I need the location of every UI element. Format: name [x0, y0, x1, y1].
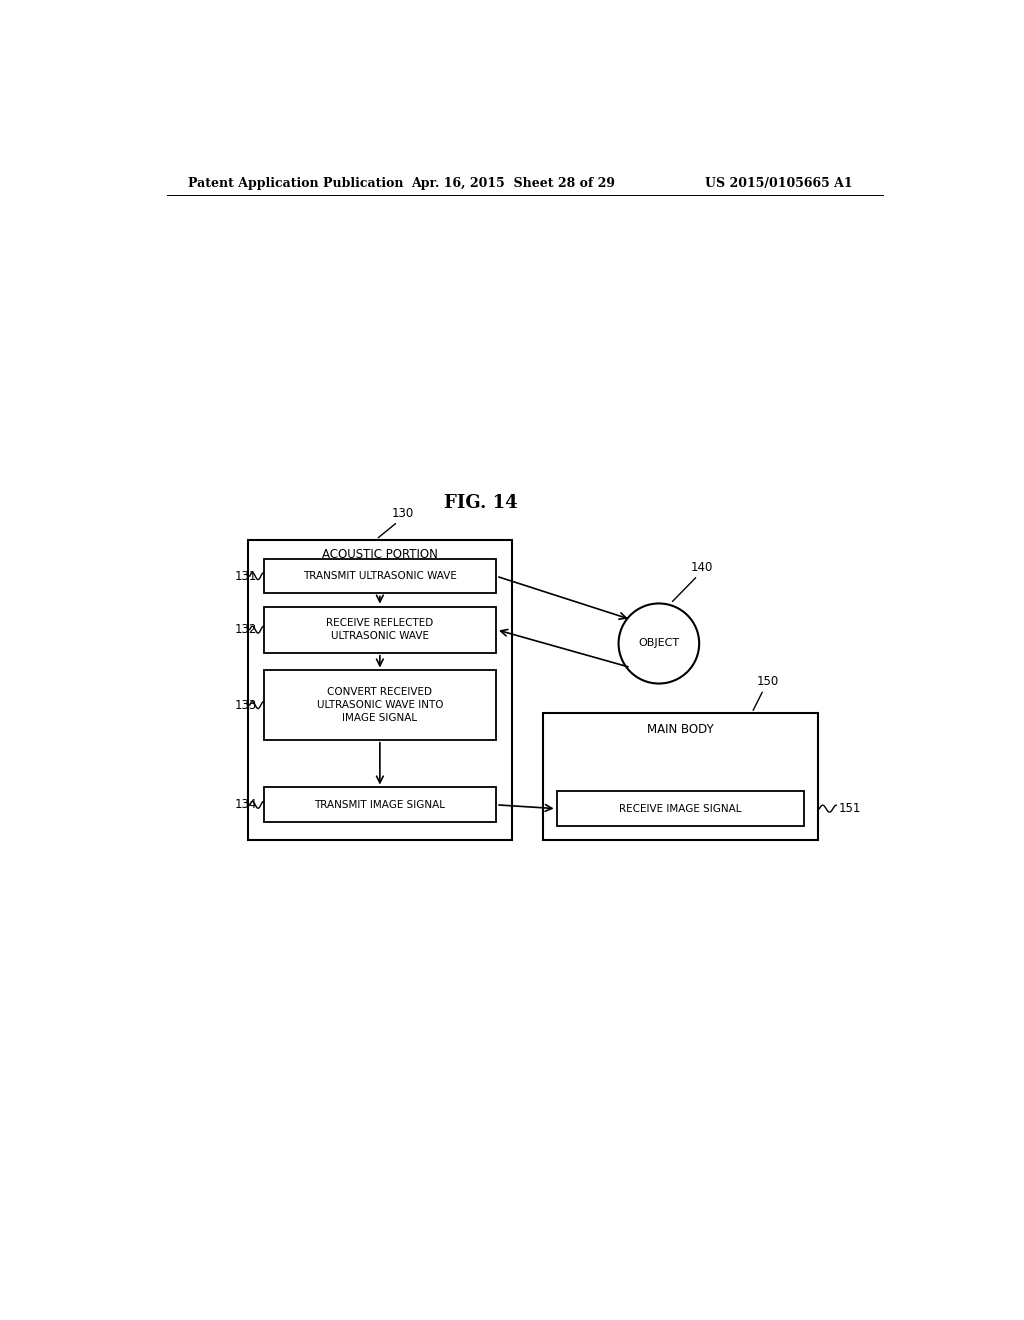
Text: Patent Application Publication: Patent Application Publication — [188, 177, 403, 190]
Text: OBJECT: OBJECT — [638, 639, 680, 648]
FancyBboxPatch shape — [263, 788, 496, 822]
Text: 131: 131 — [234, 570, 257, 582]
Text: 151: 151 — [839, 803, 861, 816]
FancyBboxPatch shape — [263, 671, 496, 739]
FancyBboxPatch shape — [263, 558, 496, 594]
FancyBboxPatch shape — [248, 540, 512, 840]
Text: 132: 132 — [234, 623, 257, 636]
Text: TRANSMIT ULTRASONIC WAVE: TRANSMIT ULTRASONIC WAVE — [303, 572, 457, 581]
Text: US 2015/0105665 A1: US 2015/0105665 A1 — [706, 177, 853, 190]
Text: RECEIVE REFLECTED
ULTRASONIC WAVE: RECEIVE REFLECTED ULTRASONIC WAVE — [327, 618, 433, 642]
Text: 134: 134 — [234, 799, 257, 812]
Text: 130: 130 — [392, 507, 415, 520]
Circle shape — [618, 603, 699, 684]
Text: CONVERT RECEIVED
ULTRASONIC WAVE INTO
IMAGE SIGNAL: CONVERT RECEIVED ULTRASONIC WAVE INTO IM… — [316, 688, 443, 723]
Text: 140: 140 — [690, 561, 713, 574]
Text: FIG. 14: FIG. 14 — [443, 495, 517, 512]
FancyBboxPatch shape — [557, 792, 804, 826]
FancyBboxPatch shape — [543, 713, 818, 840]
Text: Apr. 16, 2015  Sheet 28 of 29: Apr. 16, 2015 Sheet 28 of 29 — [411, 177, 614, 190]
Text: TRANSMIT IMAGE SIGNAL: TRANSMIT IMAGE SIGNAL — [314, 800, 445, 809]
Text: ACOUSTIC PORTION: ACOUSTIC PORTION — [322, 548, 438, 561]
FancyBboxPatch shape — [263, 607, 496, 653]
Text: RECEIVE IMAGE SIGNAL: RECEIVE IMAGE SIGNAL — [618, 804, 741, 813]
Text: MAIN BODY: MAIN BODY — [647, 723, 714, 737]
Text: 133: 133 — [234, 698, 256, 711]
Text: 150: 150 — [757, 675, 778, 688]
